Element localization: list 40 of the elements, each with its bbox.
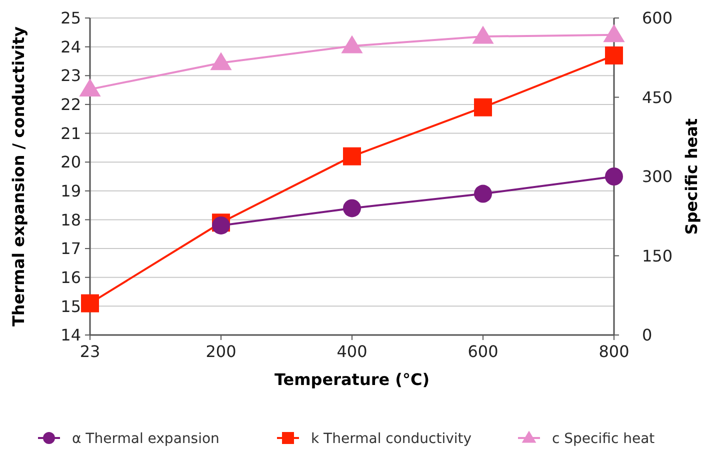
x-tick-label: 400 (336, 342, 368, 361)
y2-tick-label: 450 (642, 88, 673, 107)
point (605, 46, 623, 64)
y-tick-label: 22 (60, 95, 81, 114)
point (81, 294, 99, 312)
y-tick-label: 15 (60, 296, 81, 316)
y2-axis-title: Specific heat (682, 118, 701, 235)
y-axis-title: Thermal expansion / conductivity (9, 26, 28, 327)
point (79, 78, 101, 97)
point (472, 26, 494, 44)
point (605, 168, 623, 186)
legend-label: α Thermal expansion (72, 430, 220, 447)
x-tick-label: 200 (206, 342, 236, 361)
legend-label: k Thermal conductivity (311, 430, 472, 447)
y-tick-label: 18 (60, 210, 81, 230)
y-tick-label: 25 (60, 8, 81, 28)
point (474, 98, 492, 116)
y-tick-label: 14 (60, 326, 81, 345)
point (210, 52, 232, 70)
point (343, 199, 361, 218)
x-tick-label: 800 (598, 342, 630, 361)
point (341, 35, 363, 54)
y-tick-label: 24 (60, 37, 81, 56)
y-tick-label: 17 (60, 239, 81, 258)
point (343, 147, 361, 166)
x-axis-title: Temperature (°C) (274, 370, 430, 389)
y2-tick-label: 300 (642, 167, 673, 186)
legend-label: c Specific heat (552, 430, 656, 447)
y-tick-label: 21 (60, 124, 81, 143)
y-tick-label: 23 (60, 66, 81, 86)
y-tick-label: 20 (60, 152, 81, 172)
y2-tick-label: 0 (642, 326, 652, 345)
y2-tick-label: 600 (642, 8, 673, 28)
point (603, 24, 625, 42)
point (474, 184, 492, 203)
y2-tick-label: 150 (642, 246, 673, 266)
x-tick-label: 23 (80, 342, 100, 361)
y-tick-label: 16 (60, 268, 81, 287)
x-tick-label: 600 (468, 342, 498, 361)
y-tick-label: 19 (60, 182, 81, 201)
